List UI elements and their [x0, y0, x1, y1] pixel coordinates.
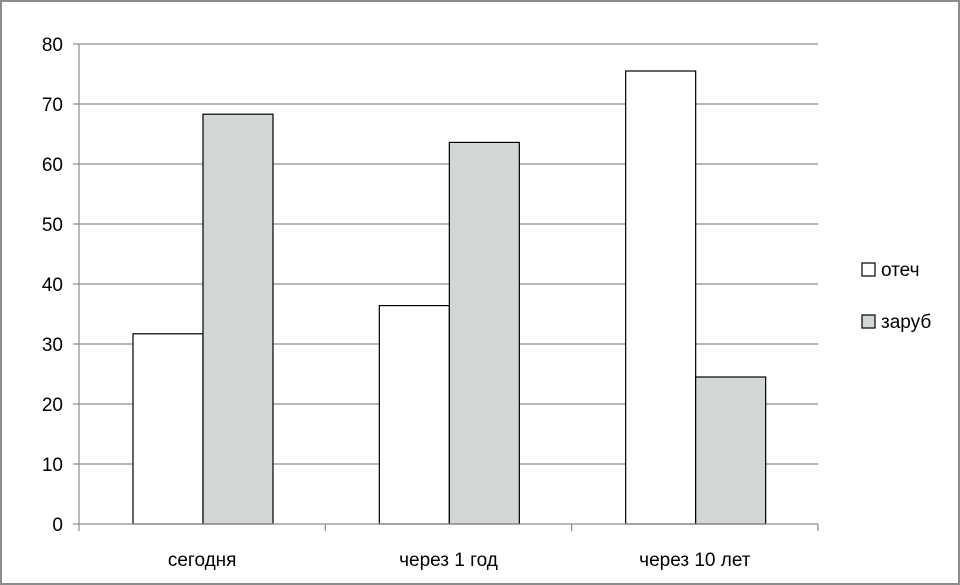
- bar-series2-cat3: [695, 376, 767, 525]
- y-tick-label-40: 40: [42, 275, 63, 296]
- y-tick-label-0: 0: [52, 515, 63, 536]
- legend-swatch-2: [861, 314, 876, 329]
- y-tick-label-70: 70: [42, 95, 63, 116]
- bar-series2-cat2: [448, 141, 520, 525]
- legend: отеч заруб: [861, 260, 931, 333]
- y-tick-label-80: 80: [42, 35, 63, 56]
- x-tick-label-3: через 10 лет: [639, 550, 751, 571]
- legend-swatch-1: [861, 262, 876, 277]
- bars: [132, 70, 767, 525]
- bar-series1-cat3: [625, 70, 697, 525]
- x-tick-labels: сегодня через 1 год через 10 лет: [168, 550, 751, 571]
- y-tick-labels: 0 10 20 30 40 50 60 70 80: [42, 35, 63, 536]
- legend-label-2: заруб: [881, 312, 931, 333]
- y-tick-label-10: 10: [42, 455, 63, 476]
- y-tick-label-30: 30: [42, 335, 63, 356]
- bar-series1-cat2: [378, 305, 450, 525]
- y-tick-label-60: 60: [42, 155, 63, 176]
- bar-series1-cat1: [132, 333, 204, 525]
- x-tick-label-1: сегодня: [168, 550, 237, 571]
- x-tick-label-2: через 1 год: [399, 550, 498, 571]
- y-tick-label-20: 20: [42, 395, 63, 416]
- axes: [73, 43, 819, 531]
- y-tick-label-50: 50: [42, 215, 63, 236]
- legend-label-1: отеч: [881, 260, 919, 281]
- bar-series2-cat1: [202, 113, 274, 525]
